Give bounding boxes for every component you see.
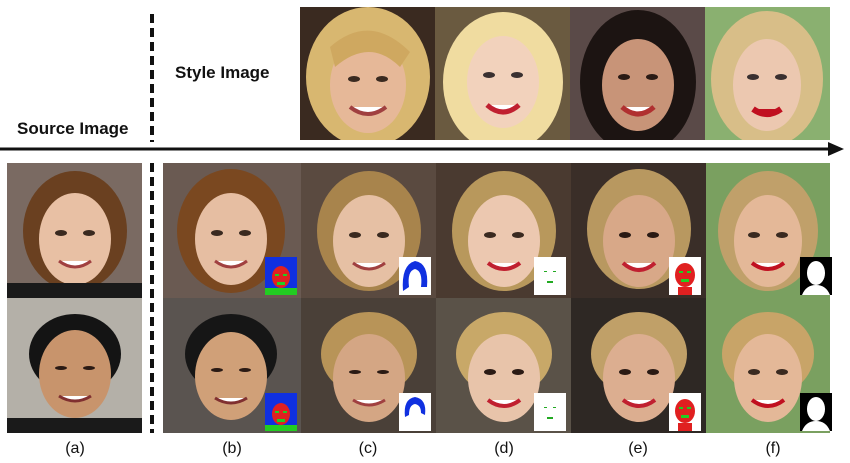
mask-c-row1 [399,257,431,295]
style-face-2 [435,7,570,140]
mask-b-row1 [265,257,297,295]
separator-bottom [150,163,154,433]
caption-e: (e) [628,440,648,457]
arrow [0,142,844,156]
caption-f: (f) [765,440,781,457]
mask-e-row2 [669,393,701,431]
style-face-4 [705,7,830,140]
result-c-row2 [301,298,436,433]
caption-d: (d) [494,440,514,457]
source-face-girl [7,163,142,298]
result-b-row1 [163,163,301,298]
mask-d-row1 [534,257,566,295]
style-face-3 [570,7,705,140]
mask-f-row2 [800,393,832,431]
mask-f-row1 [800,257,832,295]
caption-b: (b) [222,440,242,457]
source-image-label: Source Image [17,119,129,138]
style-image-label: Style Image [175,63,270,82]
separator-top [150,14,154,142]
mask-c-row2 [399,393,431,431]
result-f-row1 [706,163,830,298]
result-b-row2 [163,298,301,433]
mask-b-row2 [265,393,297,431]
mask-d-row2 [534,393,566,431]
caption-a: (a) [65,440,85,457]
caption-c: (c) [358,440,378,457]
source-face-man [7,298,142,433]
mask-e-row1 [669,257,701,295]
style-face-1 [300,7,435,140]
